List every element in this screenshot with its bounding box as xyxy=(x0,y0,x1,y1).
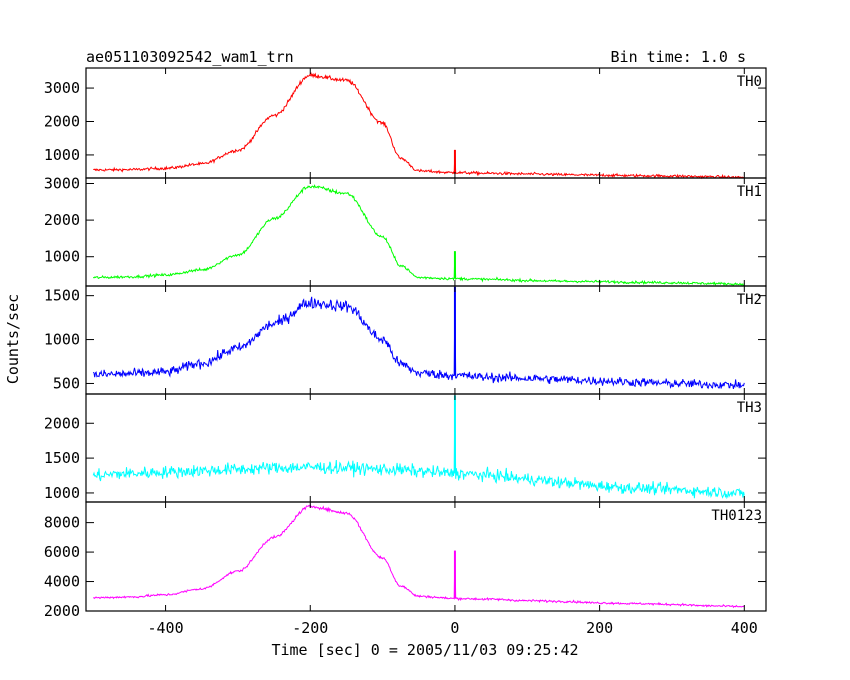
panel-frame xyxy=(85,393,767,503)
x-tick-label: 0 xyxy=(450,619,459,637)
x-tick-label: -200 xyxy=(292,619,328,637)
panel-label-th3: TH3 xyxy=(737,400,762,416)
x-axis-label: Time [sec] 0 = 2005/11/03 09:25:42 xyxy=(271,641,578,659)
panel-label-th1: TH1 xyxy=(737,184,762,200)
x-tick-label: 400 xyxy=(731,619,758,637)
y-tick-label: 2000 xyxy=(44,602,80,620)
series-line-th3 xyxy=(92,395,745,500)
panel-label-th0123: TH0123 xyxy=(711,508,762,524)
y-tick-label: 8000 xyxy=(44,514,80,532)
series-line-th1 xyxy=(92,184,745,287)
y-tick-label: 2000 xyxy=(44,414,80,432)
y-tick-label: 1000 xyxy=(44,146,80,164)
y-tick-label: 1500 xyxy=(44,287,80,305)
y-tick-label: 3000 xyxy=(44,79,80,97)
bin-time-label: Bin time: 1.0 s xyxy=(611,48,746,66)
y-tick-label: 3000 xyxy=(44,174,80,192)
x-tick-label: 200 xyxy=(586,619,613,637)
series-line-th0123 xyxy=(93,503,745,609)
panel-th0123: 2000 4000 6000 8000 TH0123 xyxy=(44,501,767,620)
panel-frame xyxy=(85,67,767,179)
panel-th1: 1000 2000 3000 TH1 xyxy=(44,174,767,287)
series-line-th0 xyxy=(93,71,745,180)
panel-frame xyxy=(85,501,767,612)
y-tick-label: 1000 xyxy=(44,331,80,349)
panel-frame xyxy=(85,177,767,287)
panel-frame xyxy=(85,285,767,395)
y-tick-label: 1000 xyxy=(44,484,80,502)
y-axis-label: Counts/sec xyxy=(4,294,22,384)
y-tick-label: 2000 xyxy=(44,112,80,130)
panel-th2: 500 1000 1500 TH2 xyxy=(44,285,767,395)
panel-label-th0: TH0 xyxy=(737,74,762,90)
y-tick-label: 2000 xyxy=(44,211,80,229)
panel-th0: 1000 2000 3000 TH0 xyxy=(44,67,767,180)
chart-title: ae051103092542_wam1_trn xyxy=(86,48,294,66)
panel-th3: 1000 1500 2000 TH3 xyxy=(44,393,767,503)
y-tick-label: 500 xyxy=(53,374,80,392)
x-tick-label: -400 xyxy=(148,619,184,637)
y-tick-label: 1000 xyxy=(44,248,80,266)
series-line-th2 xyxy=(92,286,745,390)
y-tick-label: 4000 xyxy=(44,573,80,591)
y-tick-label: 6000 xyxy=(44,543,80,561)
y-tick-label: 1500 xyxy=(44,449,80,467)
panel-label-th2: TH2 xyxy=(737,292,762,308)
